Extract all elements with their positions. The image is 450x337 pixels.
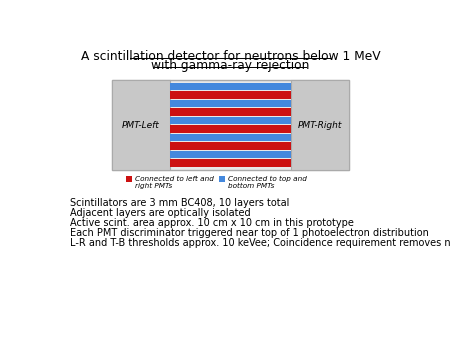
Bar <box>170 100 291 107</box>
Bar <box>291 81 349 170</box>
Text: Each PMT discriminator triggered near top of 1 photoelectron distribution: Each PMT discriminator triggered near to… <box>70 228 429 238</box>
Bar <box>170 108 291 116</box>
Bar <box>170 133 291 141</box>
Bar <box>170 125 291 133</box>
Text: Connected to top and
bottom PMTs: Connected to top and bottom PMTs <box>228 176 306 189</box>
Bar <box>170 117 291 124</box>
Bar <box>112 81 349 170</box>
Text: Active scint. area approx. 10 cm x 10 cm in this prototype: Active scint. area approx. 10 cm x 10 cm… <box>70 218 354 228</box>
Bar <box>112 81 170 170</box>
Bar <box>170 142 291 150</box>
Text: PMT-Left: PMT-Left <box>122 121 160 130</box>
Bar <box>219 176 225 182</box>
Text: Scintillators are 3 mm BC408, 10 layers total: Scintillators are 3 mm BC408, 10 layers … <box>70 198 290 208</box>
Bar <box>170 151 291 158</box>
Bar <box>126 176 132 182</box>
Bar <box>170 83 291 90</box>
Text: PMT-Right: PMT-Right <box>298 121 342 130</box>
Text: Adjacent layers are optically isolated: Adjacent layers are optically isolated <box>70 208 251 218</box>
Text: L-R and T-B thresholds approx. 10 keVee; Coincidence requirement removes noise: L-R and T-B thresholds approx. 10 keVee;… <box>70 238 450 248</box>
Text: Connected to left and
right PMTs: Connected to left and right PMTs <box>135 176 213 189</box>
Bar <box>170 159 291 166</box>
Text: A scintillation detector for neutrons below 1 MeV: A scintillation detector for neutrons be… <box>81 50 380 63</box>
Text: with gamma-ray rejection: with gamma-ray rejection <box>152 59 310 72</box>
Bar <box>170 91 291 99</box>
